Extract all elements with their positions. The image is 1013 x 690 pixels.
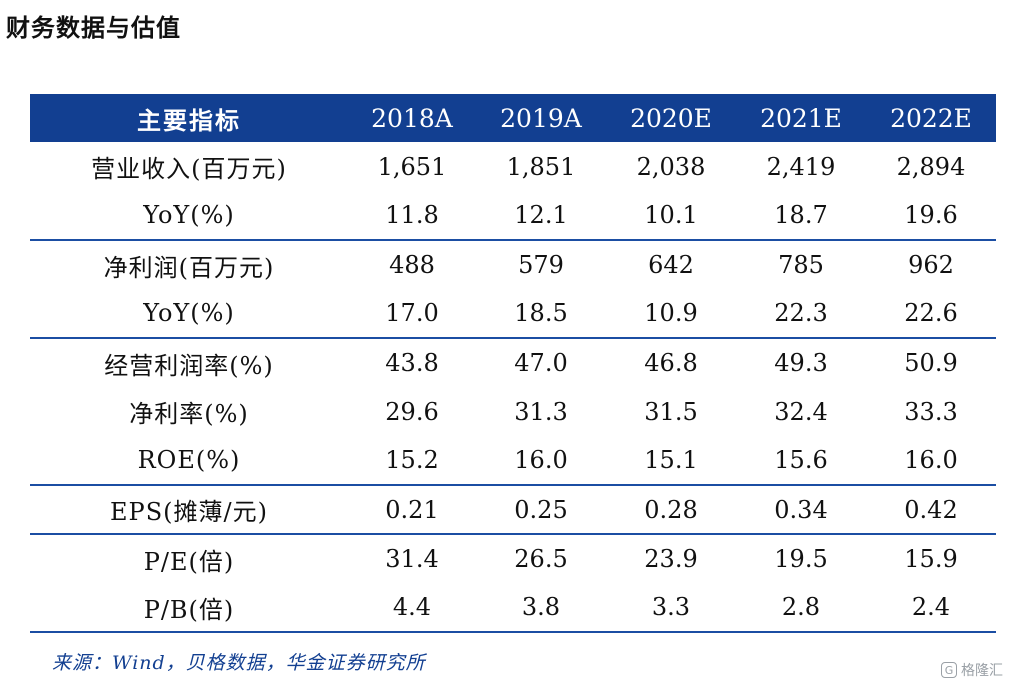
financial-table: 主要指标 2018A 2019A 2020E 2021E 2022E 营业收入(… [30,94,996,633]
table-row: P/B(倍) 4.4 3.8 3.3 2.8 2.4 [30,583,996,633]
table-cell: 785 [778,251,824,279]
row-label: 经营利润率(%) [104,351,274,380]
table-row: EPS(摊薄/元) 0.21 0.25 0.28 0.34 0.42 [30,485,996,535]
table-cell: 0.34 [736,485,866,535]
table-row: 净利率(%) 29.6 31.3 31.5 32.4 33.3 [30,387,996,436]
row-label: P/B(倍) [30,583,348,633]
logo-icon: G [941,662,957,678]
table-row: YoY(%) 11.8 12.1 10.1 18.7 19.6 [30,191,996,241]
table-cell: 12.1 [476,191,606,241]
row-label: YoY(%) [30,191,348,241]
table-cell: 31.3 [514,397,568,426]
table-cell: 488 [389,251,435,279]
table-cell: 18.5 [476,289,606,339]
table-cell: 10.9 [606,289,736,339]
page-title: 财务数据与估值 [6,14,181,42]
table-cell: 579 [518,251,564,279]
table-cell: 31.5 [644,397,698,426]
table-cell: 15.9 [904,545,958,573]
table-cell: 16.0 [476,436,606,486]
header-cell-indicator: 主要指标 [137,106,241,135]
table-cell: 26.5 [514,545,568,573]
table-cell: 15.2 [348,436,476,486]
table-cell: 15.6 [736,436,866,486]
table-cell: 0.28 [606,485,736,535]
table-header-row: 主要指标 2018A 2019A 2020E 2021E 2022E [30,94,996,142]
table-row: P/E(倍) 31.4 26.5 23.9 19.5 15.9 [30,534,996,583]
table-cell: 32.4 [774,397,828,426]
table-cell: 23.9 [644,545,698,573]
header-cell-2020e: 2020E [630,103,712,133]
table-row: ROE(%) 15.2 16.0 15.1 15.6 16.0 [30,436,996,486]
table-row: YoY(%) 17.0 18.5 10.9 22.3 22.6 [30,289,996,339]
row-label: 净利率(%) [129,400,249,428]
table-cell: 4.4 [348,583,476,633]
table-row: 净利润(百万元) 488 579 642 785 962 [30,240,996,289]
table-cell: 1,851 [506,152,576,181]
table-cell: 962 [908,251,954,279]
table-cell: 18.7 [736,191,866,241]
table-cell: 17.0 [348,289,476,339]
table-cell: 33.3 [904,397,958,426]
table-cell: 642 [648,251,694,279]
table-row: 经营利润率(%) 43.8 47.0 46.8 49.3 50.9 [30,338,996,387]
table-cell: 19.6 [866,191,996,241]
table-cell: 31.4 [385,545,439,573]
table-cell: 3.3 [606,583,736,633]
table-cell: 1,651 [377,152,447,181]
table-cell: 2.4 [866,583,996,633]
watermark: G 格隆汇 [941,660,1003,680]
table-cell: 19.5 [774,545,828,573]
table-cell: 0.25 [476,485,606,535]
row-label: 净利润(百万元) [103,253,275,282]
table-cell: 47.0 [514,349,568,377]
row-label: YoY(%) [30,289,348,339]
header-cell-2022e: 2022E [890,103,972,133]
header-cell-2018a: 2018A [371,103,453,133]
table-cell: 22.6 [866,289,996,339]
header-cell-2021e: 2021E [760,103,842,133]
row-label: EPS(摊薄/元) [30,485,348,535]
row-label: 营业收入(百万元) [91,155,287,183]
table-cell: 2,894 [896,152,966,181]
table-cell: 50.9 [904,349,958,377]
watermark-text: 格隆汇 [961,663,1003,679]
table-cell: 0.42 [866,485,996,535]
table-cell: 2,038 [636,152,706,181]
table-cell: 11.8 [348,191,476,241]
table-cell: 2,419 [766,152,836,181]
table-cell: 2.8 [736,583,866,633]
table-cell: 43.8 [385,349,439,377]
table-cell: 49.3 [774,349,828,377]
financial-table-container: 主要指标 2018A 2019A 2020E 2021E 2022E 营业收入(… [30,94,996,633]
table-cell: 22.3 [736,289,866,339]
table-cell: 46.8 [644,349,698,377]
table-cell: 15.1 [606,436,736,486]
row-label: ROE(%) [30,436,348,486]
source-note: 来源：Wind，贝格数据，华金证券研究所 [52,652,426,674]
table-cell: 16.0 [866,436,996,486]
table-cell: 3.8 [476,583,606,633]
header-cell-2019a: 2019A [500,103,582,133]
table-row: 营业收入(百万元) 1,651 1,851 2,038 2,419 2,894 [30,142,996,191]
table-cell: 10.1 [606,191,736,241]
table-cell: 0.21 [348,485,476,535]
table-cell: 29.6 [385,397,439,426]
row-label: P/E(倍) [143,547,235,576]
